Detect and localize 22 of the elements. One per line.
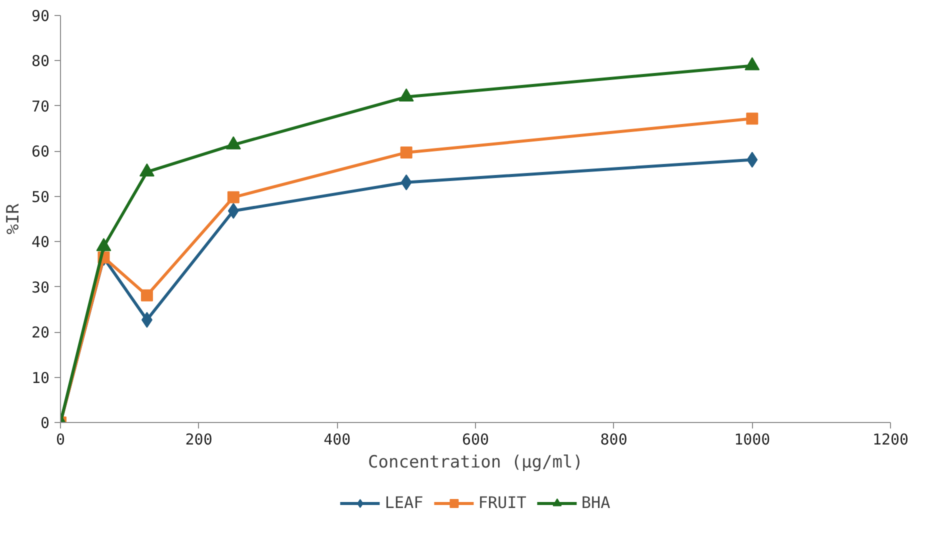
y-tick-label: 70 <box>31 97 50 116</box>
y-tick-label: 30 <box>31 278 50 296</box>
y-axis-title: %IR <box>3 202 24 234</box>
y-tick-label: 80 <box>31 52 50 70</box>
legend-label: BHA <box>581 493 610 512</box>
x-tick-label: 400 <box>324 430 351 448</box>
y-tick-label: 40 <box>31 233 50 252</box>
x-tick-label: 800 <box>600 430 628 448</box>
x-tick-label: 1200 <box>872 430 909 448</box>
y-tick-label: 50 <box>31 188 50 206</box>
y-tick-label: 20 <box>31 324 50 342</box>
x-tick-label: 0 <box>56 430 66 448</box>
legend-label: FRUIT <box>478 493 526 512</box>
x-tick-label: 600 <box>462 430 490 448</box>
y-tick-label: 0 <box>40 414 50 432</box>
x-axis-title: Concentration (µg/ml) <box>368 452 583 472</box>
legend-label: LEAF <box>384 493 424 512</box>
y-tick-label: 60 <box>31 142 50 161</box>
x-tick-label: 1000 <box>734 430 770 448</box>
y-tick-label: 90 <box>31 7 50 25</box>
y-tick-label: 10 <box>31 368 50 387</box>
x-tick-label: 200 <box>185 430 212 448</box>
